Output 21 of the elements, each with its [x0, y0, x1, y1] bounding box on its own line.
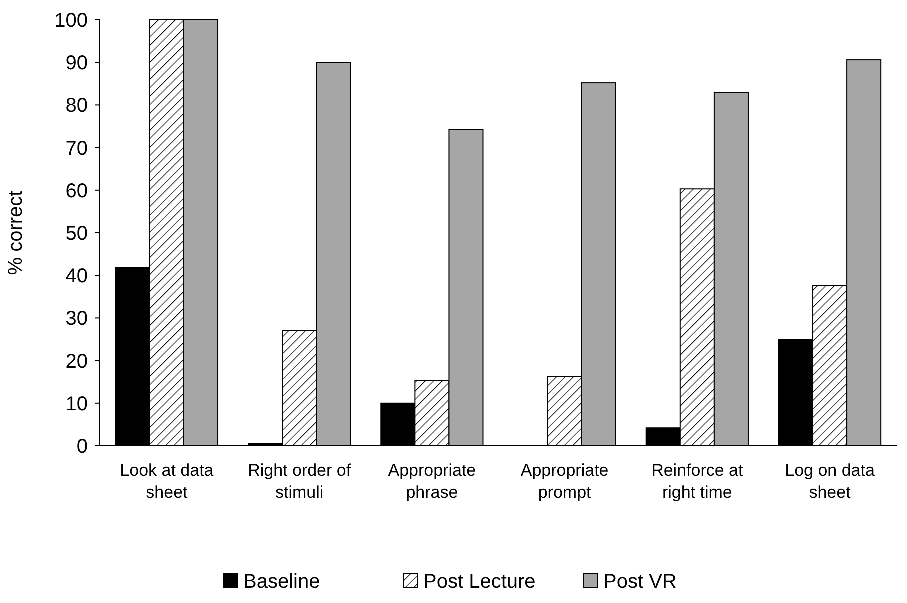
y-tick-label: 0 — [76, 436, 88, 458]
y-tick-label: 80 — [66, 95, 88, 118]
y-tick-label: 30 — [66, 308, 88, 330]
x-tick-label: Appropriate prompt — [520, 461, 609, 502]
y-tick-label: 60 — [66, 180, 88, 202]
x-tick-label: Right order of stimuli — [248, 461, 352, 502]
x-tick-label: Look at data sheet — [120, 461, 214, 502]
y-tick-label: 10 — [66, 393, 88, 416]
legend-label: Post VR — [604, 571, 677, 593]
y-tick-label: 70 — [66, 138, 88, 160]
legend-label: Baseline — [244, 571, 320, 593]
x-tick-label: Reinforce at right time — [652, 461, 744, 502]
legend-label: Post Lecture — [424, 571, 536, 593]
x-tick-label: Appropriate phrase — [388, 461, 476, 502]
y-tick-label: 40 — [66, 266, 88, 288]
y-tick-label: 90 — [66, 52, 88, 75]
y-tick-label: 20 — [66, 350, 88, 373]
y-tick-label: 100 — [54, 10, 88, 32]
y-axis-title: % correct — [5, 190, 27, 276]
y-tick-label: 50 — [66, 223, 88, 245]
x-tick-label: Log on data sheet — [785, 461, 876, 502]
